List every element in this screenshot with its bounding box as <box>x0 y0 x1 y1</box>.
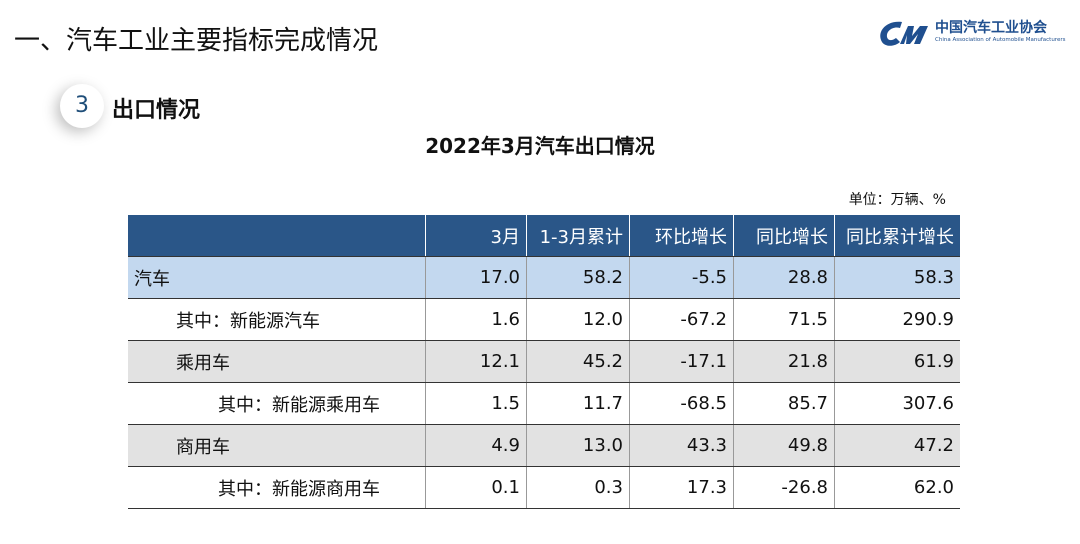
cell: 11.7 <box>526 382 630 425</box>
row-label: 其中：新能源商用车 <box>128 466 426 509</box>
cell: 17.0 <box>425 256 527 299</box>
header-cell: 同比增长 <box>733 215 835 257</box>
cell: 0.1 <box>425 466 527 509</box>
cell: 0.3 <box>526 466 630 509</box>
cell: -26.8 <box>733 466 835 509</box>
cell: 290.9 <box>834 298 960 341</box>
header-cell: 1-3月累计 <box>526 215 630 257</box>
page-title: 一、汽车工业主要指标完成情况 <box>14 26 379 56</box>
cell: -5.5 <box>629 256 734 299</box>
cell: 28.8 <box>733 256 835 299</box>
cell: 4.9 <box>425 424 527 467</box>
cell: -67.2 <box>629 298 734 341</box>
header-cell: 同比累计增长 <box>834 215 960 257</box>
cell: 17.3 <box>629 466 734 509</box>
section-number: 3 <box>60 84 104 128</box>
header-cell: 3月 <box>425 215 527 257</box>
table-title: 2022年3月汽车出口情况 <box>425 134 655 158</box>
cell: 71.5 <box>733 298 835 341</box>
cell: 21.8 <box>733 340 835 383</box>
table-row: 商用车 4.9 13.0 43.3 49.8 47.2 <box>128 424 960 467</box>
unit-note: 单位：万辆、% <box>848 192 946 208</box>
row-label: 其中：新能源汽车 <box>128 298 426 341</box>
table-row: 其中：新能源汽车 1.6 12.0 -67.2 71.5 290.9 <box>128 298 960 341</box>
row-label: 商用车 <box>128 424 426 467</box>
cell: 12.1 <box>425 340 527 383</box>
table-row: 汽车 17.0 58.2 -5.5 28.8 58.3 <box>128 256 960 299</box>
cell: 85.7 <box>733 382 835 425</box>
header-cell <box>128 215 426 257</box>
cell: 47.2 <box>834 424 960 467</box>
cell: 307.6 <box>834 382 960 425</box>
row-label: 乘用车 <box>128 340 426 383</box>
cell: 12.0 <box>526 298 630 341</box>
header-cell: 环比增长 <box>629 215 734 257</box>
logo-subtext: China Association of Automobile Manufact… <box>935 37 1066 43</box>
table-row: 乘用车 12.1 45.2 -17.1 21.8 61.9 <box>128 340 960 383</box>
cell: -68.5 <box>629 382 734 425</box>
section-title: 出口情况 <box>112 98 201 123</box>
data-table: 3月 1-3月累计 环比增长 同比增长 同比累计增长 汽车 17.0 58.2 -5.5 28.… <box>128 215 960 509</box>
table-row: 其中：新能源乘用车 1.5 11.7 -68.5 85.7 307.6 <box>128 382 960 425</box>
cell: 62.0 <box>834 466 960 509</box>
table-body: 汽车 17.0 58.2 -5.5 28.8 58.3 其中：新能源汽车 1.6 12.0 -67… <box>128 256 960 509</box>
cell: 49.8 <box>733 424 835 467</box>
logo-mark <box>880 21 928 46</box>
table-row: 其中：新能源商用车 0.1 0.3 17.3 -26.8 62.0 <box>128 466 960 509</box>
cell: -17.1 <box>629 340 734 383</box>
cell: 1.5 <box>425 382 527 425</box>
cell: 61.9 <box>834 340 960 383</box>
cell: 13.0 <box>526 424 630 467</box>
cell: 43.3 <box>629 424 734 467</box>
row-label: 汽车 <box>128 256 426 299</box>
cell: 58.3 <box>834 256 960 299</box>
logo-text: 中国汽车工业协会 <box>935 20 1047 36</box>
cell: 1.6 <box>425 298 527 341</box>
cell: 45.2 <box>526 340 630 383</box>
header-row: 3月 1-3月累计 环比增长 同比增长 同比累计增长 <box>128 215 960 257</box>
row-label: 其中：新能源乘用车 <box>128 382 426 425</box>
cell: 58.2 <box>526 256 630 299</box>
